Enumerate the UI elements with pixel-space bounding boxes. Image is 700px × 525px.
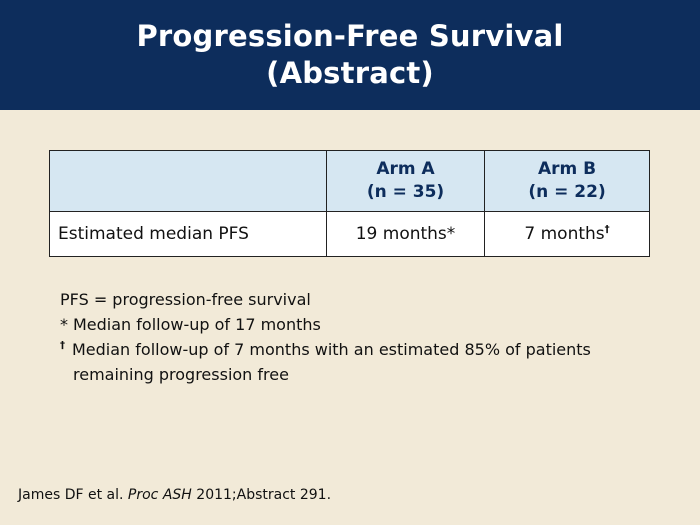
table-row: Estimated median PFS 19 months* 7 months… [49, 211, 650, 257]
pfs-table: Arm A (n = 35) Arm B (n = 22) Estimated … [49, 150, 650, 257]
abbrev-text: PFS = progression-free survival [60, 290, 311, 309]
arm-a-header: Arm A (n = 35) [325, 150, 486, 212]
citation-detail: 2011;Abstract 291. [196, 487, 332, 503]
dagger-text-line1: Median follow-up of 7 months with an est… [72, 340, 591, 359]
star-mark: * [60, 315, 68, 334]
slide-title-line1: Progression-Free Survival [136, 19, 564, 53]
citation-journal: Proc ASH [127, 487, 192, 503]
title-banner: Progression-Free Survival (Abstract) [0, 0, 700, 110]
footnote-abbrev: PFS = progression-free survival [60, 287, 660, 312]
dagger-note-mark: † [60, 340, 65, 351]
footnotes: PFS = progression-free survival * Median… [60, 287, 660, 387]
arm-b-value: 7 months [524, 224, 605, 244]
arm-a-n: (n = 35) [366, 182, 445, 202]
arm-b-name: Arm B [537, 159, 597, 179]
row-label: Estimated median PFS [49, 211, 327, 257]
empty-header-cell [49, 150, 327, 212]
arm-a-value: 19 months* [325, 211, 486, 257]
arm-b-cell: 7 months† [484, 211, 650, 257]
citation: James DF et al. Proc ASH 2011;Abstract 2… [18, 487, 331, 503]
star-text: Median follow-up of 17 months [73, 315, 321, 334]
arm-a-name: Arm A [376, 159, 435, 179]
table-header-row: Arm A (n = 35) Arm B (n = 22) [49, 150, 650, 212]
arm-b-header: Arm B (n = 22) [484, 150, 650, 212]
footnote-dagger: † Median follow-up of 7 months with an e… [60, 337, 660, 362]
footnote-dagger-cont: remaining progression free [60, 362, 660, 387]
footnote-star: * Median follow-up of 17 months [60, 312, 660, 337]
slide-title-line2: (Abstract) [266, 56, 434, 90]
dagger-mark: † [604, 224, 610, 235]
citation-authors: James DF et al. [18, 487, 124, 503]
arm-b-n: (n = 22) [528, 182, 606, 202]
dagger-text-line2: remaining progression free [73, 365, 289, 384]
